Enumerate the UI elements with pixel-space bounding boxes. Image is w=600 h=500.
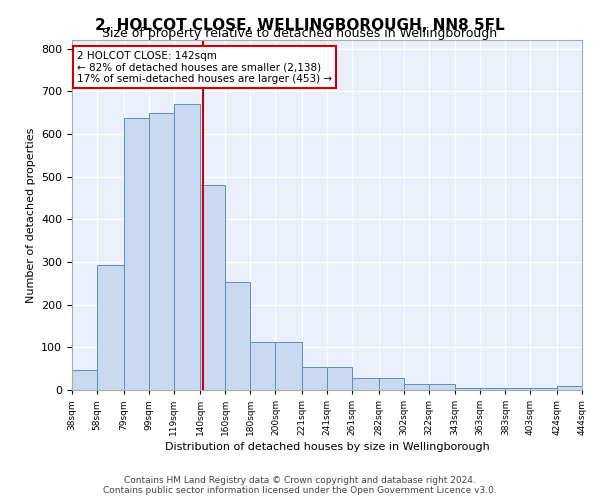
Bar	[72, 370, 97, 390]
Text: Size of property relative to detached houses in Wellingborough: Size of property relative to detached ho…	[103, 28, 497, 40]
Bar	[352, 378, 379, 390]
Bar	[174, 104, 200, 390]
Bar	[149, 112, 174, 390]
Bar	[275, 342, 302, 390]
Bar	[250, 342, 275, 390]
Bar	[530, 388, 557, 390]
Bar	[200, 185, 225, 390]
Bar	[302, 368, 327, 390]
Bar	[124, 118, 149, 390]
Text: 2, HOLCOT CLOSE, WELLINGBOROUGH, NN8 5FL: 2, HOLCOT CLOSE, WELLINGBOROUGH, NN8 5FL	[95, 18, 505, 32]
Text: 2 HOLCOT CLOSE: 142sqm
← 82% of detached houses are smaller (2,138)
17% of semi-: 2 HOLCOT CLOSE: 142sqm ← 82% of detached…	[77, 50, 332, 84]
Bar	[480, 388, 505, 390]
Y-axis label: Number of detached properties: Number of detached properties	[26, 128, 35, 302]
Bar	[404, 384, 429, 390]
Bar	[429, 384, 455, 390]
Bar	[327, 368, 352, 390]
X-axis label: Distribution of detached houses by size in Wellingborough: Distribution of detached houses by size …	[164, 442, 490, 452]
Bar	[379, 378, 404, 390]
Text: Contains HM Land Registry data © Crown copyright and database right 2024.
Contai: Contains HM Land Registry data © Crown c…	[103, 476, 497, 495]
Bar	[225, 282, 250, 390]
Bar	[557, 386, 582, 390]
Bar	[97, 265, 124, 390]
Bar	[455, 388, 480, 390]
Bar	[505, 388, 530, 390]
